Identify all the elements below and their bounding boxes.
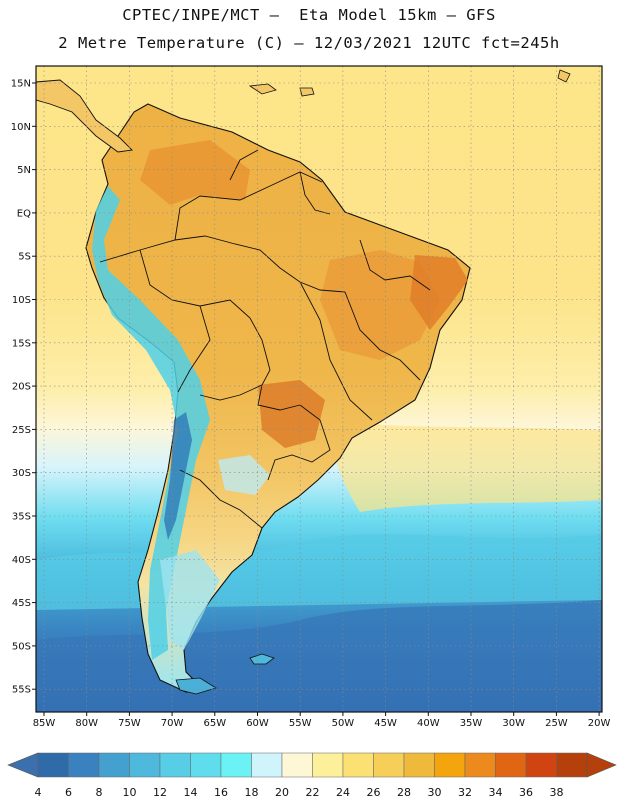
lat-tick-label: 40S — [12, 555, 31, 566]
colorbar-label: 34 — [489, 786, 503, 799]
colorbar-segment — [159, 752, 191, 778]
colorbar-label: 4 — [35, 786, 42, 799]
map-frame — [35, 65, 603, 713]
colorbar-segment — [68, 752, 100, 778]
colorbar-segment — [495, 752, 527, 778]
patagonia-cool — [160, 550, 220, 650]
colorbar-segment — [98, 752, 130, 778]
lon-tick-label: 85W — [33, 718, 56, 729]
lon-tick-label: 60W — [246, 718, 269, 729]
colorbar-label: 16 — [214, 786, 228, 799]
lon-tick-label: 65W — [203, 718, 226, 729]
lat-tick-label: 35S — [12, 512, 31, 523]
colorbar-label: 30 — [428, 786, 442, 799]
andes-core — [164, 412, 192, 540]
lat-tick-label: 10S — [12, 295, 31, 306]
falkland-islands — [249, 653, 275, 665]
lon-tick-label: 50W — [332, 718, 355, 729]
colorbar-label: 28 — [397, 786, 411, 799]
colorbar-label: 20 — [275, 786, 289, 799]
lat-tick-label: 5N — [17, 165, 31, 176]
colorbar-label: 22 — [306, 786, 320, 799]
lon-tick-label: 45W — [374, 718, 397, 729]
andes-cold-ridge — [92, 186, 210, 660]
lon-tick-label: 20W — [588, 718, 611, 729]
lon-tick-label: 40W — [417, 718, 440, 729]
central-america-land — [36, 79, 133, 153]
lat-tick-label: 25S — [12, 425, 31, 436]
colorbar-segment — [251, 752, 283, 778]
country-borders — [99, 149, 431, 529]
colorbar-high-arrow — [586, 752, 617, 778]
lat-tick-label: 50S — [12, 641, 31, 652]
colorbar-label: 24 — [336, 786, 350, 799]
colorbar-segment — [37, 752, 69, 778]
colorbar-label: 32 — [458, 786, 472, 799]
colorbar-label: 36 — [519, 786, 533, 799]
colorbar-label: 18 — [245, 786, 259, 799]
lon-tick-label: 80W — [75, 718, 98, 729]
lat-tick-label: 15N — [11, 79, 31, 90]
colorbar-label: 38 — [550, 786, 564, 799]
colorbar-label: 10 — [123, 786, 137, 799]
lon-tick-label: 75W — [118, 718, 141, 729]
lat-tick-label: 10N — [11, 122, 31, 133]
lon-tick-label: 70W — [161, 718, 184, 729]
lon-tick-label: 30W — [502, 718, 525, 729]
longitude-axis: 85W 80W 75W 70W 65W 60W 55W 50W 45W 40W 35W 30W 25W 2… — [33, 712, 611, 729]
lat-tick-label: 15S — [12, 338, 31, 349]
caribbean-islands — [248, 69, 571, 97]
colorbar-label: 26 — [367, 786, 381, 799]
lon-tick-label: 35W — [460, 718, 483, 729]
lat-tick-label: 5S — [18, 252, 31, 263]
lat-tick-label: 30S — [12, 468, 31, 479]
colorbar-segment — [281, 752, 313, 778]
colorbar-segment — [403, 752, 435, 778]
ocean-warm-south-atlantic — [330, 420, 602, 512]
lon-tick-label: 25W — [545, 718, 568, 729]
colorbar-low-arrow — [7, 752, 39, 778]
colorbar-label: 6 — [65, 786, 72, 799]
colorbar-label: 12 — [153, 786, 167, 799]
colorbar-segment — [434, 752, 466, 778]
colorbar-segment — [373, 752, 405, 778]
colorbar-segment — [525, 752, 557, 778]
colorbar-segment — [190, 752, 222, 778]
lat-tick-label: 55S — [12, 685, 31, 696]
pampas-cool-patch — [218, 455, 270, 495]
colorbar-segment — [556, 752, 588, 778]
lat-tick-label: 45S — [12, 598, 31, 609]
colorbar-segment — [464, 752, 496, 778]
lat-tick-label: EQ — [17, 208, 31, 219]
amazon-hot-zone — [140, 140, 250, 205]
title-line-2: 2 Metre Temperature (C) – 12/03/2021 12U… — [58, 34, 560, 52]
colorbar-segment — [342, 752, 374, 778]
lat-tick-label: 20S — [12, 382, 31, 393]
lon-tick-label: 55W — [289, 718, 312, 729]
colorbar-segment — [312, 752, 344, 778]
tierra-del-fuego — [175, 677, 217, 695]
brazil-central-hot-zone — [320, 250, 440, 360]
colorbar-segment — [220, 752, 252, 778]
colorbar-segment — [129, 752, 161, 778]
paraguay-hot-zone — [258, 380, 325, 448]
northeast-hot-zone — [410, 255, 468, 330]
title-line-1: CPTEC/INPE/MCT – Eta Model 15km – GFS — [122, 6, 496, 24]
colorbar: 4 6 8 10 12 14 16 18 20 22 24 26 28 30 32 34 36 38 — [7, 752, 617, 799]
colorbar-label: 14 — [184, 786, 198, 799]
latitude-axis: 15N 10N 5N EQ 5S 10S 15S 20S 25S 30S 35S 40S 45S 50S 5… — [11, 79, 36, 696]
colorbar-label: 8 — [96, 786, 103, 799]
